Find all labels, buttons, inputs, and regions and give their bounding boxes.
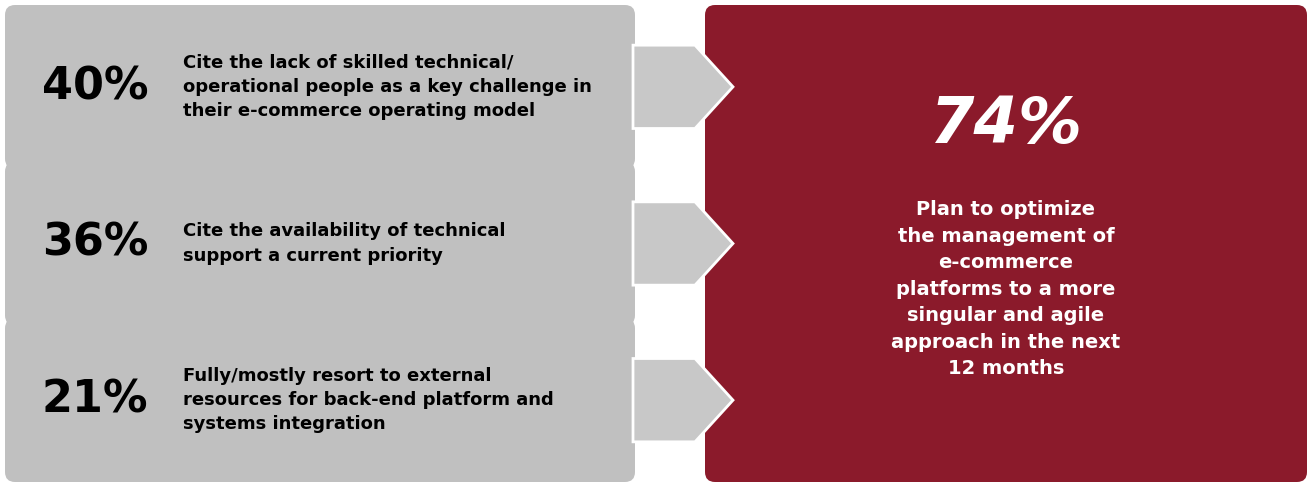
Text: Cite the availability of technical
support a current priority: Cite the availability of technical suppo… <box>183 223 506 264</box>
Polygon shape <box>633 45 733 129</box>
Text: 36%: 36% <box>42 222 148 265</box>
FancyBboxPatch shape <box>5 5 635 169</box>
FancyBboxPatch shape <box>5 162 635 325</box>
Polygon shape <box>633 202 733 285</box>
Text: 40%: 40% <box>42 65 148 108</box>
Text: Fully/mostly resort to external
resources for back-end platform and
systems inte: Fully/mostly resort to external resource… <box>183 367 554 433</box>
Text: 21%: 21% <box>42 379 148 422</box>
Text: 74%: 74% <box>929 94 1082 156</box>
FancyBboxPatch shape <box>5 318 635 482</box>
Polygon shape <box>633 358 733 442</box>
Text: Plan to optimize
the management of
e-commerce
platforms to a more
singular and a: Plan to optimize the management of e-com… <box>891 200 1120 378</box>
FancyBboxPatch shape <box>704 5 1307 482</box>
Text: Cite the lack of skilled technical/
operational people as a key challenge in
the: Cite the lack of skilled technical/ oper… <box>183 54 592 120</box>
